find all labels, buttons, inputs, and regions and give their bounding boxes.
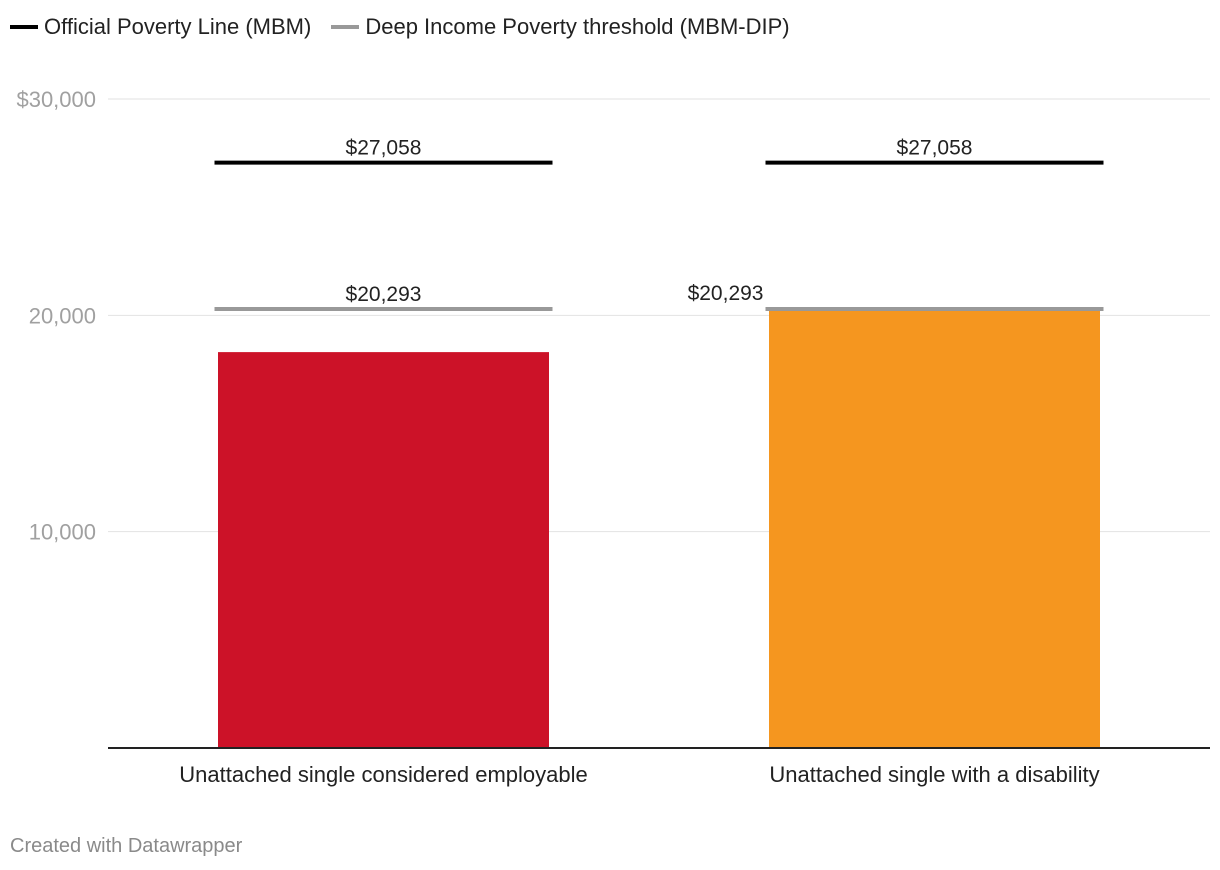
- legend-item-deep: Deep Income Poverty threshold (MBM-DIP): [331, 14, 790, 40]
- legend-swatch-official: [10, 25, 38, 29]
- x-category-label: Unattached single with a disability: [769, 762, 1099, 787]
- reference-line-label: $27,058: [346, 137, 422, 160]
- legend-item-official: Official Poverty Line (MBM): [10, 14, 311, 40]
- y-tick-label: 10,000: [29, 520, 96, 545]
- legend-swatch-deep: [331, 25, 360, 29]
- legend-label-official: Official Poverty Line (MBM): [44, 14, 312, 39]
- chart-legend: Official Poverty Line (MBM) Deep Income …: [10, 14, 810, 40]
- reference-line-label: $27,058: [897, 137, 973, 160]
- y-tick-label: $30,000: [16, 87, 96, 112]
- legend-label-deep: Deep Income Poverty threshold (MBM-DIP): [365, 14, 790, 39]
- footer-credit: Created with Datawrapper: [10, 835, 243, 857]
- reference-line-label: $20,293: [346, 283, 422, 306]
- bar: [218, 352, 549, 748]
- bar: [769, 308, 1100, 748]
- reference-line-label: $20,293: [688, 282, 764, 305]
- y-tick-label: 20,000: [29, 303, 96, 328]
- x-category-label: Unattached single considered employable: [179, 762, 587, 787]
